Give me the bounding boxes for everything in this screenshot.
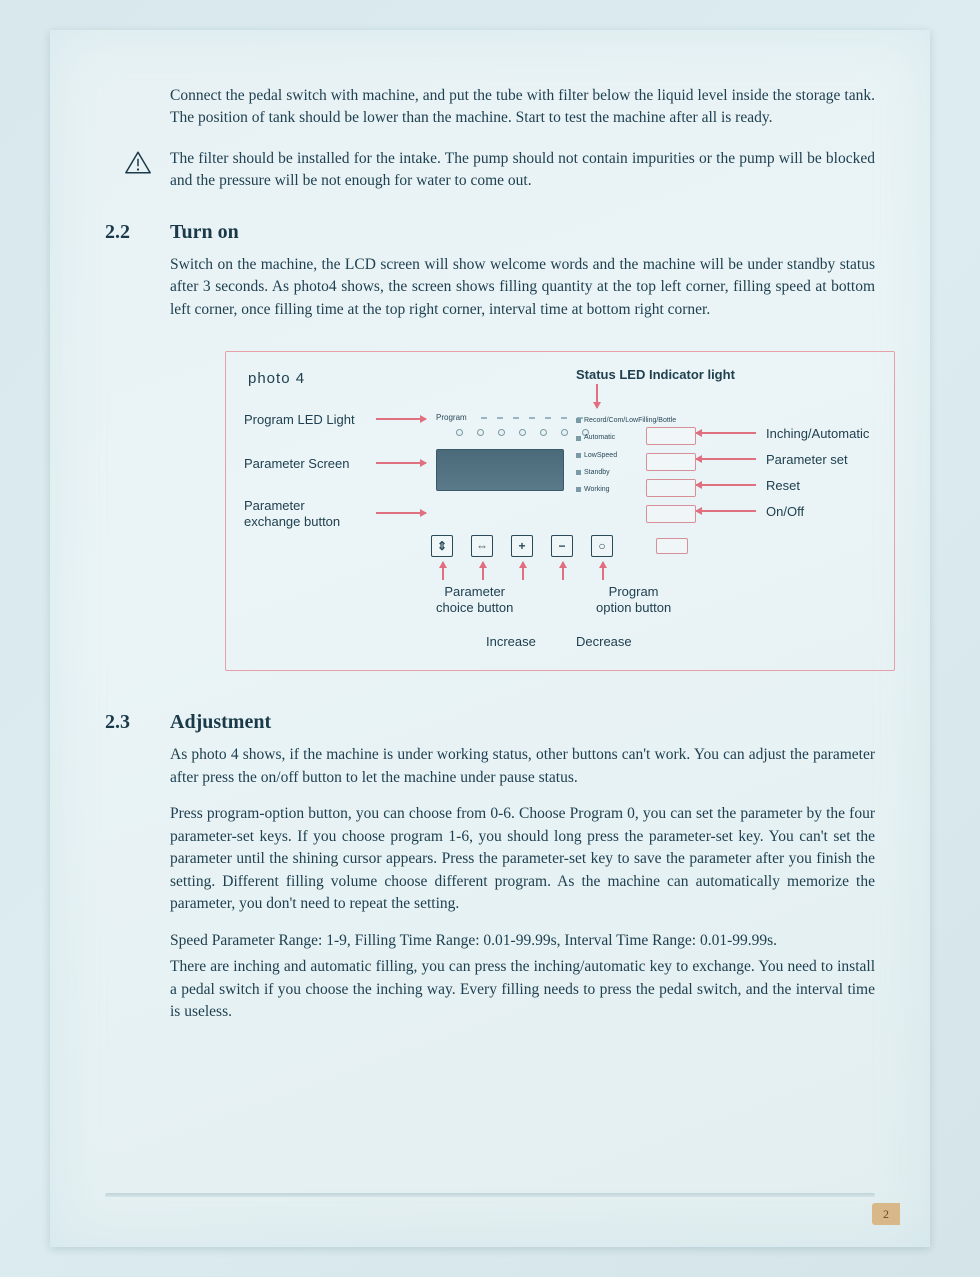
panel-btn-inching	[646, 427, 696, 445]
arrow-b3	[522, 562, 524, 580]
led-circle-row	[456, 429, 589, 436]
section-2-3-p3: Speed Parameter Range: 1-9, Filling Time…	[170, 930, 875, 952]
btn-leftright: ⇔	[471, 535, 493, 557]
arrow-b2	[482, 562, 484, 580]
section-2-3-p2: Press program-option button, you can cho…	[170, 803, 875, 915]
intro-paragraph-block: Connect the pedal switch with machine, a…	[105, 85, 875, 130]
section-2-2-heading: 2.2 Turn on	[105, 221, 875, 244]
section-title-23: Adjustment	[170, 711, 271, 734]
label-param-choice: Parameter choice button	[436, 584, 513, 615]
btn-wide	[656, 538, 688, 554]
arrow-to-led	[376, 418, 426, 420]
label-program-led: Program LED Light	[244, 412, 355, 428]
lcd-screen	[436, 449, 564, 491]
diagram-title: photo 4	[248, 370, 305, 388]
led-dash-row: Program	[436, 413, 583, 422]
label-reset: Reset	[766, 478, 800, 494]
control-panel: Program Record/Com/LowFilling/Bottle Aut…	[426, 407, 716, 577]
section-title: Turn on	[170, 221, 239, 244]
panel-btn-paramset	[646, 453, 696, 471]
intro-text: Connect the pedal switch with machine, a…	[170, 85, 875, 130]
warning-text: The filter should be installed for the i…	[170, 148, 875, 193]
label-increase: Increase	[486, 634, 536, 650]
label-onoff: On/Off	[766, 504, 804, 520]
section-2-3-p4: There are inching and automatic filling,…	[170, 956, 875, 1023]
warning-block: The filter should be installed for the i…	[105, 148, 875, 193]
btn-updown: ⇕	[431, 535, 453, 557]
warning-triangle-icon	[124, 150, 152, 175]
label-param-set: Parameter set	[766, 452, 848, 468]
arrow-b4	[562, 562, 564, 580]
arrow-status-led	[596, 384, 598, 408]
warning-icon-gutter	[105, 148, 170, 193]
arrow-b1	[442, 562, 444, 580]
btn-circle: ○	[591, 535, 613, 557]
bottom-button-row: ⇕ ⇔ + − ○	[431, 535, 613, 557]
arrow-to-screen	[376, 462, 426, 464]
label-inching-auto: Inching/Automatic	[766, 426, 869, 442]
label-param-exchange: Parameter exchange button	[244, 498, 340, 529]
panel-btn-reset	[646, 479, 696, 497]
footer-separator	[105, 1193, 875, 1197]
label-status-led: Status LED Indicator light	[576, 367, 735, 383]
label-decrease: Decrease	[576, 634, 632, 650]
arrow-to-exchange	[376, 512, 426, 514]
gutter-spacer	[105, 85, 170, 130]
section-2-2-paragraph: Switch on the machine, the LCD screen wi…	[170, 254, 875, 321]
page-number-badge: 2	[872, 1203, 900, 1225]
section-2-3-p1: As photo 4 shows, if the machine is unde…	[170, 744, 875, 789]
btn-minus: −	[551, 535, 573, 557]
photo-4-diagram: photo 4 Program LED Light Parameter Scre…	[225, 351, 895, 671]
arrow-b5	[602, 562, 604, 580]
manual-page: Connect the pedal switch with machine, a…	[50, 30, 930, 1247]
panel-btn-onoff	[646, 505, 696, 523]
btn-plus: +	[511, 535, 533, 557]
section-2-3-heading: 2.3 Adjustment	[105, 711, 875, 734]
label-param-screen: Parameter Screen	[244, 456, 350, 472]
section-number-23: 2.3	[105, 711, 170, 734]
label-program-option: Program option button	[596, 584, 671, 615]
section-number: 2.2	[105, 221, 170, 244]
